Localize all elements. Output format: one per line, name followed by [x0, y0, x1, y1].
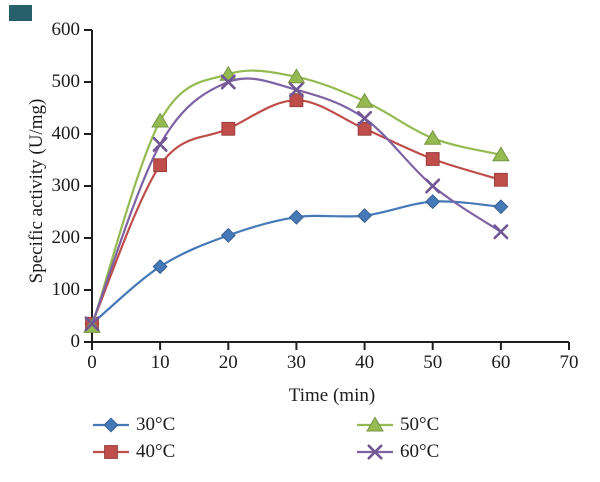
- x-tick-label: 0: [87, 352, 97, 373]
- series-50c: [83, 65, 510, 333]
- legend-marker-diamond-icon: [93, 417, 129, 433]
- corner-artifact: [9, 5, 32, 21]
- x-tick-label: 20: [218, 352, 238, 373]
- y-tick-label: 500: [51, 71, 81, 92]
- y-tick-label: 600: [51, 19, 81, 40]
- legend-label: 50°C: [400, 414, 440, 435]
- legend-marker-triangle-icon: [357, 416, 393, 432]
- legend-marker-square-icon: [93, 445, 129, 459]
- series-30c: [84, 194, 509, 332]
- series-40c: [85, 93, 508, 331]
- x-tick-label: 70: [559, 352, 579, 373]
- legend-item-30c: 30°C: [92, 414, 175, 436]
- y-tick-label: 400: [51, 123, 81, 144]
- legend-item-40c: 40°C: [92, 441, 175, 463]
- x-axis-title: Time (min): [288, 385, 376, 406]
- legend-item-50c: 50°C: [356, 414, 439, 436]
- series-60c: [84, 74, 509, 332]
- x-tick-label: 40: [355, 352, 375, 373]
- x-tick-label: 10: [150, 352, 170, 373]
- legend-label: 30°C: [136, 414, 176, 435]
- x-tick-label: 60: [491, 352, 511, 373]
- legend-label: 60°C: [400, 441, 440, 462]
- y-tick-label: 200: [51, 227, 81, 248]
- x-tick-label: 30: [286, 352, 306, 373]
- legend-marker-x-icon: [357, 444, 393, 460]
- y-tick-label: 0: [70, 331, 81, 352]
- legend-item-60c: 60°C: [356, 441, 439, 463]
- y-tick-label: 300: [51, 175, 81, 196]
- y-tick-label: 100: [51, 279, 81, 300]
- legend-label: 40°C: [136, 441, 176, 462]
- x-tick-label: 50: [423, 352, 443, 373]
